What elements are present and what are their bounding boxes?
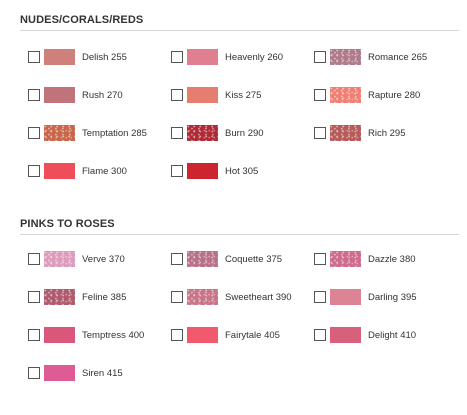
- shade-label: Heavenly 260: [225, 51, 284, 63]
- shade-checkbox[interactable]: [314, 253, 326, 265]
- shade-label: Delish 255: [82, 51, 127, 63]
- shade-swatch[interactable]: [187, 125, 218, 141]
- shade-option[interactable]: Fairytale 405: [171, 326, 280, 344]
- shade-checkbox[interactable]: [314, 329, 326, 341]
- shade-checkbox[interactable]: [28, 291, 40, 303]
- shade-label: Burn 290: [225, 127, 264, 139]
- shade-option[interactable]: Darling 395: [314, 288, 417, 306]
- section-title: NUDES/CORALS/REDS: [20, 14, 144, 26]
- shade-checkbox[interactable]: [28, 253, 40, 265]
- shade-label: Rapture 280: [368, 89, 421, 101]
- shade-checkbox[interactable]: [171, 329, 183, 341]
- shade-swatch[interactable]: [44, 365, 75, 381]
- shade-option[interactable]: Feline 385: [28, 288, 126, 306]
- shade-option[interactable]: Rapture 280: [314, 86, 420, 104]
- shade-checkbox[interactable]: [171, 51, 183, 63]
- shade-option[interactable]: Verve 370: [28, 250, 125, 268]
- shade-label: Fairytale 405: [225, 329, 280, 341]
- shade-swatch[interactable]: [187, 49, 218, 65]
- shade-swatch[interactable]: [44, 251, 75, 267]
- shade-swatch[interactable]: [44, 87, 75, 103]
- shade-option[interactable]: Delight 410: [314, 326, 416, 344]
- shade-swatch[interactable]: [44, 163, 75, 179]
- shade-checkbox[interactable]: [314, 89, 326, 101]
- shade-swatch[interactable]: [330, 125, 361, 141]
- shade-label: Flame 300: [82, 165, 127, 177]
- shade-checkbox[interactable]: [171, 89, 183, 101]
- shade-option[interactable]: Temptress 400: [28, 326, 144, 344]
- shade-checkbox[interactable]: [314, 291, 326, 303]
- shade-checkbox[interactable]: [171, 291, 183, 303]
- shade-option[interactable]: Romance 265: [314, 48, 427, 66]
- shade-option[interactable]: Delish 255: [28, 48, 127, 66]
- shade-label: Coquette 375: [225, 253, 283, 265]
- shade-swatch[interactable]: [187, 87, 218, 103]
- shade-swatch[interactable]: [187, 327, 218, 343]
- shade-checkbox[interactable]: [28, 367, 40, 379]
- section-divider: [20, 234, 459, 235]
- shade-label: Romance 265: [368, 51, 428, 63]
- shade-label: Temptress 400: [82, 329, 145, 341]
- shade-option[interactable]: Dazzle 380: [314, 250, 416, 268]
- shade-checkbox[interactable]: [171, 165, 183, 177]
- shade-label: Sweetheart 390: [225, 291, 292, 303]
- shade-option[interactable]: Burn 290: [171, 124, 264, 142]
- shade-label: Darling 395: [368, 291, 417, 303]
- shade-option[interactable]: Rich 295: [314, 124, 406, 142]
- shade-swatch[interactable]: [44, 49, 75, 65]
- shade-swatch[interactable]: [187, 251, 218, 267]
- shade-label: Rush 270: [82, 89, 123, 101]
- shade-label: Kiss 275: [225, 89, 262, 101]
- shade-swatch[interactable]: [330, 251, 361, 267]
- shade-label: Hot 305: [225, 165, 259, 177]
- shade-swatch[interactable]: [330, 327, 361, 343]
- shade-swatch[interactable]: [44, 327, 75, 343]
- shade-swatch[interactable]: [44, 289, 75, 305]
- shade-option[interactable]: Siren 415: [28, 364, 123, 382]
- shade-option[interactable]: Coquette 375: [171, 250, 282, 268]
- shade-label: Verve 370: [82, 253, 125, 265]
- shade-swatch[interactable]: [44, 125, 75, 141]
- shade-checkbox[interactable]: [28, 165, 40, 177]
- shade-option[interactable]: Temptation 285: [28, 124, 147, 142]
- shade-checkbox[interactable]: [28, 51, 40, 63]
- shade-option[interactable]: Flame 300: [28, 162, 127, 180]
- shade-option[interactable]: Hot 305: [171, 162, 258, 180]
- shade-option[interactable]: Sweetheart 390: [171, 288, 292, 306]
- shade-checkbox[interactable]: [28, 127, 40, 139]
- shade-swatch[interactable]: [187, 289, 218, 305]
- shade-checkbox[interactable]: [171, 127, 183, 139]
- shade-swatch[interactable]: [330, 87, 361, 103]
- shade-checkbox[interactable]: [314, 127, 326, 139]
- shade-label: Temptation 285: [82, 127, 147, 139]
- shade-option[interactable]: Heavenly 260: [171, 48, 283, 66]
- shade-swatch[interactable]: [330, 289, 361, 305]
- section-divider: [20, 30, 459, 31]
- shade-checkbox[interactable]: [28, 89, 40, 101]
- shade-label: Rich 295: [368, 127, 406, 139]
- shade-label: Delight 410: [368, 329, 417, 341]
- shade-option[interactable]: Kiss 275: [171, 86, 261, 104]
- shade-swatch[interactable]: [330, 49, 361, 65]
- shade-label: Siren 415: [82, 367, 123, 379]
- shade-checkbox[interactable]: [314, 51, 326, 63]
- shade-checkbox[interactable]: [28, 329, 40, 341]
- shade-option[interactable]: Rush 270: [28, 86, 123, 104]
- shade-label: Dazzle 380: [368, 253, 416, 265]
- shade-swatch[interactable]: [187, 163, 218, 179]
- shade-label: Feline 385: [82, 291, 127, 303]
- section-title: PINKS TO ROSES: [20, 218, 115, 230]
- shade-checkbox[interactable]: [171, 253, 183, 265]
